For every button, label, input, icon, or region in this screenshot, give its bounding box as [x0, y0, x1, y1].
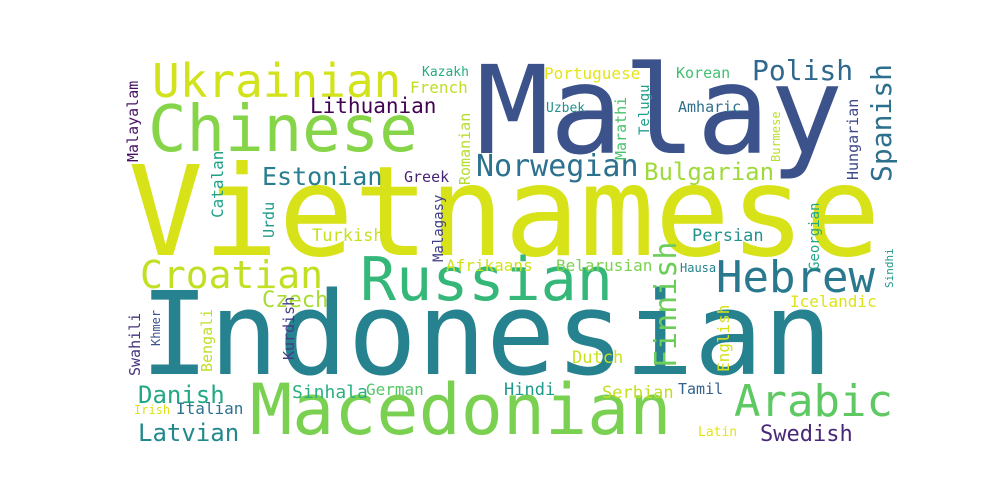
- word-chinese: Chinese: [148, 93, 418, 167]
- word-turkish: Turkish: [312, 226, 384, 246]
- word-vietnamese: Vietnamese: [128, 140, 881, 285]
- word-spanish: Spanish: [865, 63, 898, 182]
- word-portuguese: Portuguese: [544, 64, 641, 83]
- word-croatian: Croatian: [140, 253, 324, 297]
- word-greek: Greek: [404, 168, 450, 186]
- word-kazakh: Kazakh: [422, 65, 469, 80]
- word-macedonian: Macedonian: [250, 369, 672, 451]
- word-bulgarian: Bulgarian: [644, 158, 775, 186]
- word-tamil: Tamil: [678, 380, 724, 398]
- word-marathi: Marathi: [612, 96, 630, 160]
- word-amharic: Amharic: [678, 98, 742, 116]
- word-sindhi: Sindhi: [883, 248, 896, 288]
- word-hausa: Hausa: [680, 261, 717, 275]
- word-norwegian: Norwegian: [476, 149, 639, 184]
- word-korean: Korean: [676, 64, 731, 82]
- word-danish: Danish: [138, 381, 225, 409]
- word-catalan: Catalan: [208, 150, 227, 218]
- word-khmer: Khmer: [149, 309, 163, 346]
- word-french: French: [410, 78, 468, 97]
- word-telugu: Telugu: [637, 84, 653, 135]
- word-malagasy: Malagasy: [431, 194, 447, 262]
- word-uzbek: Uzbek: [546, 101, 586, 116]
- word-hindi: Hindi: [504, 380, 556, 400]
- word-malay: Malay: [476, 40, 844, 182]
- word-irish: Irish: [134, 403, 171, 417]
- word-indonesian: Indonesian: [140, 268, 833, 402]
- word-latvian: Latvian: [138, 419, 240, 447]
- word-afrikaans: Afrikaans: [446, 256, 533, 275]
- word-arabic: Arabic: [734, 376, 893, 427]
- word-russian: Russian: [360, 245, 613, 315]
- word-czech: Czech: [262, 288, 329, 313]
- word-sinhala: Sinhala: [292, 382, 368, 403]
- word-dutch: Dutch: [572, 348, 624, 368]
- word-hebrew: Hebrew: [716, 252, 875, 303]
- word-bengali: Bengali: [198, 308, 216, 372]
- word-serbian: Serbian: [602, 383, 674, 403]
- word-malayalam: Malayalam: [124, 80, 142, 162]
- word-finnish: Finnish: [649, 241, 684, 368]
- word-icelandic: Icelandic: [790, 292, 877, 311]
- word-english: English: [714, 304, 733, 372]
- word-latin: Latin: [698, 425, 738, 440]
- word-romanian: Romanian: [456, 112, 474, 185]
- word-urdu: Urdu: [260, 201, 278, 238]
- word-hungarian: Hungarian: [844, 98, 862, 180]
- word-burmese: Burmese: [769, 111, 783, 162]
- word-polish: Polish: [752, 54, 854, 87]
- word-swahili: Swahili: [126, 312, 144, 376]
- word-german: German: [366, 380, 424, 399]
- word-lithuanian: Lithuanian: [310, 94, 437, 118]
- word-estonian: Estonian: [262, 162, 383, 191]
- word-italian: Italian: [176, 399, 244, 418]
- word-kurdish: Kurdish: [280, 296, 298, 360]
- word-persian: Persian: [692, 226, 764, 246]
- word-belarusian: Belarusian: [556, 256, 653, 275]
- word-swedish: Swedish: [760, 422, 853, 447]
- word-ukrainian: Ukrainian: [152, 54, 402, 108]
- word-georgian: Georgian: [807, 202, 823, 270]
